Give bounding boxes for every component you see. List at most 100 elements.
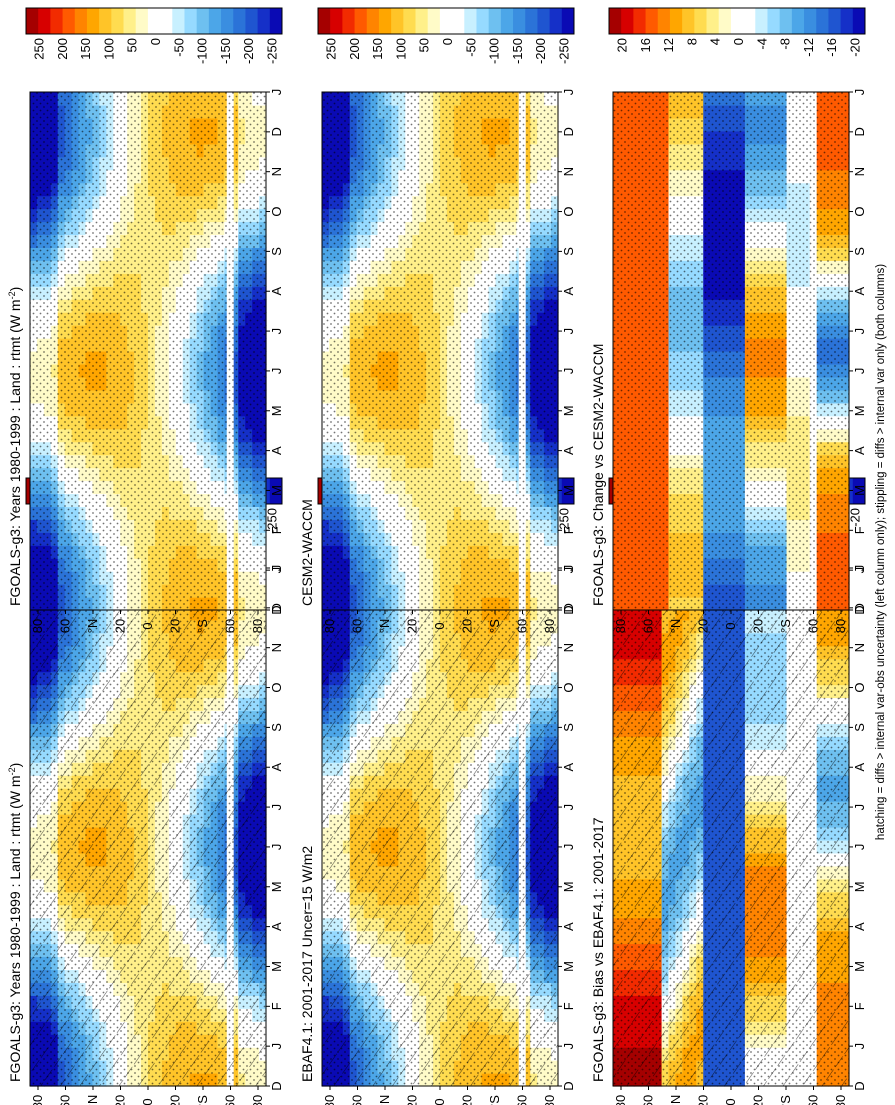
lat-tick-label: 80: [30, 1095, 45, 1105]
lat-tick-label: 0: [140, 1098, 155, 1105]
month-tick-label: F: [269, 526, 284, 534]
lat-tick-label: 80: [250, 1095, 265, 1105]
lat-tick-label: °N: [85, 1095, 100, 1105]
month-tick-label: N: [269, 643, 284, 652]
colorbar-swatch: [208, 8, 222, 34]
colorbar-swatch: [233, 8, 246, 34]
lat-tick-label: 80: [322, 1095, 337, 1105]
month-tick-label: M: [269, 881, 284, 892]
colorbar-tick-label: 200: [55, 38, 70, 60]
lat-tick-label: °N: [85, 619, 100, 634]
month-tick-label: A: [269, 446, 284, 455]
month-tick-label: D: [269, 1081, 284, 1090]
panel-title: FGOALS-g3: Years 1980-1999 : Land : rtmt…: [7, 763, 23, 1082]
lat-tick-label: °S: [195, 619, 210, 633]
lat-tick-label: 80: [250, 619, 265, 633]
lat-tick-label: 20: [405, 1095, 420, 1105]
month-tick-label: A: [269, 763, 284, 772]
colorbar-tick-label: -250: [264, 38, 279, 64]
colorbar-swatch: [123, 8, 137, 34]
month-tick-label: N: [269, 167, 284, 176]
month-tick-label: D: [269, 603, 284, 612]
stippling-overlay: [30, 92, 266, 610]
lat-tick-label: 60: [58, 619, 73, 633]
colorbar-swatch: [257, 8, 271, 34]
month-tick-label: S: [269, 723, 284, 732]
colorbar-tick-label: 50: [125, 38, 140, 52]
colorbar-swatch: [135, 8, 149, 34]
month-tick-label: F: [561, 1002, 576, 1010]
lat-tick-label: 80: [542, 1095, 557, 1105]
month-tick-label: D: [561, 603, 576, 612]
title-end: ): [7, 763, 23, 768]
colorbar-swatch: [269, 478, 283, 504]
month-tick-label: F: [269, 1002, 284, 1010]
colorbar-tick-label: -250: [264, 508, 279, 534]
hatching-overlay: [30, 568, 266, 1086]
lat-tick-label: 20: [460, 1095, 475, 1105]
month-tick-label: J: [269, 804, 284, 811]
month-tick-label: A: [561, 763, 576, 772]
colorbar-swatch: [172, 8, 185, 34]
month-tick-label: O: [561, 682, 576, 692]
colorbar-swatch: [221, 8, 234, 34]
colorbar-swatch: [561, 478, 575, 504]
colorbar-tick-label: -100: [195, 38, 210, 64]
colorbar-swatch: [38, 8, 51, 34]
month-tick-label: S: [561, 723, 576, 732]
lat-tick-label: 20: [113, 619, 128, 633]
month-tick-label: O: [269, 682, 284, 692]
lat-tick-label: 60: [223, 619, 238, 633]
lat-tick-label: 20: [113, 1095, 128, 1105]
month-tick-label: A: [561, 922, 576, 931]
colorbar-swatch: [62, 8, 76, 34]
month-tick-label: J: [269, 1043, 284, 1050]
colorbar-swatch: [50, 8, 64, 34]
month-tick-label: D: [269, 605, 284, 614]
month-tick-label: D: [269, 127, 284, 136]
month-tick-label: J: [269, 89, 284, 96]
colorbar-tick-label: -150: [218, 38, 233, 64]
month-tick-label: O: [269, 206, 284, 216]
colorbar-tick-label: 150: [78, 38, 93, 60]
month-tick-label: M: [269, 485, 284, 496]
colorbar-swatch: [269, 8, 283, 34]
month-tick-label: J: [561, 804, 576, 811]
colorbar-swatch: [26, 8, 39, 34]
colorbar-frame: [25, 7, 283, 35]
colorbar-swatch: [245, 8, 259, 34]
colorbar-swatch: [111, 8, 125, 34]
lat-tick-label: 60: [350, 1095, 365, 1105]
hatching-overlay: [322, 568, 558, 1086]
lat-tick-label: °S: [195, 1095, 210, 1105]
colorbar-swatch: [184, 8, 198, 34]
month-tick-label: J: [269, 844, 284, 851]
panel-title: EBAF4.1: 2001-2017 Uncer=15 W/m2: [299, 846, 315, 1082]
month-tick-label: M: [561, 961, 576, 972]
colorbar-swatch: [99, 8, 112, 34]
title-superscript: -2: [7, 767, 17, 775]
lat-tick-label: 60: [58, 1095, 73, 1105]
month-tick-label: M: [269, 405, 284, 416]
month-tick-label: M: [561, 881, 576, 892]
title-end: ): [7, 287, 23, 292]
lat-tick-label: °N: [377, 1095, 392, 1105]
title-superscript: -2: [7, 291, 17, 299]
colorbar-tick-label: -250: [556, 508, 571, 534]
lat-tick-label: 20: [168, 1095, 183, 1105]
month-tick-label: N: [561, 643, 576, 652]
month-tick-label: D: [561, 1081, 576, 1090]
colorbar-tick-label: -50: [171, 38, 186, 57]
colorbar-swatch: [196, 8, 210, 34]
colorbar-tick-label: 0: [148, 38, 163, 45]
lat-tick-label: 0: [432, 1098, 447, 1105]
lat-tick-label: 80: [30, 619, 45, 633]
month-tick-label: A: [269, 922, 284, 931]
lat-tick-label: 60: [515, 1095, 530, 1105]
month-tick-label: J: [561, 565, 576, 572]
month-tick-label: J: [561, 1043, 576, 1050]
colorbar-tick-label: -200: [241, 38, 256, 64]
